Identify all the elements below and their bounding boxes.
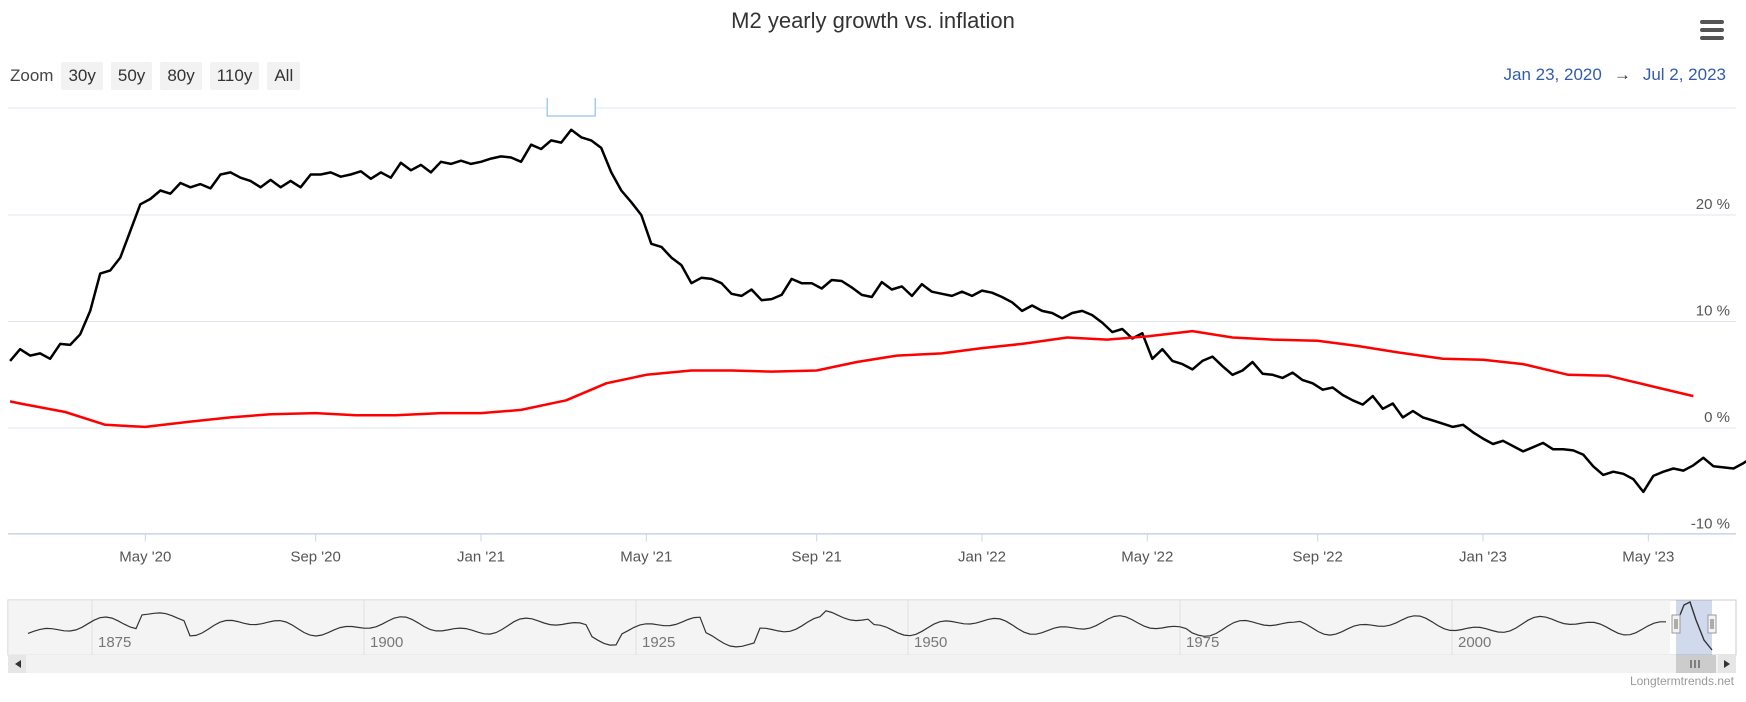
navigator-right-handle[interactable]: [1707, 614, 1717, 634]
zoom-label: Zoom: [10, 66, 54, 85]
menu-line: [1700, 36, 1724, 40]
zoom-50y-button[interactable]: 50y: [110, 62, 153, 90]
x-tick-label: Jan '22: [958, 549, 1006, 566]
zoom-bar: Zoom 30y 50y 80y 110y All: [10, 62, 308, 90]
chevron-left-icon: [15, 660, 21, 668]
y-axis: 20 % 10 % 0 % -10 %: [1691, 196, 1730, 533]
range-from-date[interactable]: Jan 23, 2020: [1503, 65, 1602, 84]
x-tick-label: Sep '22: [1292, 549, 1342, 566]
m2-growth-line[interactable]: [9, 128, 1746, 494]
navigator-series-line: [27, 610, 1666, 648]
navigator-year-label: 1950: [914, 634, 947, 651]
scrollbar-thumb[interactable]: [1676, 655, 1716, 673]
x-tick-label: Jan '21: [457, 549, 505, 566]
navigator-year-label: 1900: [370, 634, 403, 651]
x-tick-label: Sep '20: [290, 549, 340, 566]
inflation-line[interactable]: [9, 329, 1694, 429]
zoom-30y-button[interactable]: 30y: [61, 62, 103, 90]
plot-series: [9, 98, 1746, 494]
peak-flag-marker[interactable]: [546, 98, 596, 117]
range-to-date[interactable]: Jul 2, 2023: [1642, 65, 1726, 84]
grid-lines: [8, 107, 1736, 535]
navigator-year-label: 1875: [98, 634, 131, 651]
zoom-80y-button[interactable]: 80y: [160, 62, 202, 90]
navigator[interactable]: 1875 1900 1925 1950 1975 2000: [7, 599, 1737, 673]
navigator-year-label: 1925: [642, 634, 675, 651]
navigator-selected-series: [1675, 601, 1713, 651]
credits-link[interactable]: Longtermtrends.net: [1629, 674, 1734, 688]
menu-line: [1700, 20, 1724, 24]
x-tick-label: May '20: [119, 549, 171, 566]
x-tick-label: Sep '21: [791, 549, 841, 566]
scrollbar-grip-icon: [1690, 660, 1700, 668]
x-tick-label: May '21: [620, 549, 672, 566]
x-tick-label: May '22: [1121, 549, 1173, 566]
navigator-left-handle[interactable]: [1671, 614, 1681, 634]
navigator-year-label: 2000: [1458, 634, 1491, 651]
y-tick-label: 0 %: [1704, 409, 1730, 426]
chevron-right-icon: [1724, 660, 1730, 668]
x-axis: May '20 Sep '20 Jan '21 May '21 Sep '21 Jan '…: [8, 533, 1736, 566]
date-range: Jan 23, 2020 → Jul 2, 2023: [1504, 65, 1727, 85]
range-arrow-icon: →: [1613, 65, 1631, 84]
scrollbar-track[interactable]: [8, 655, 1736, 673]
chart-title: M2 yearly growth vs. inflation: [731, 8, 1015, 33]
x-tick-label: Jan '23: [1459, 549, 1507, 566]
navigator-selected-range[interactable]: [1676, 600, 1712, 655]
y-tick-label: 20 %: [1696, 196, 1730, 213]
y-tick-label: 10 %: [1696, 303, 1730, 320]
navigator-unselected-mask: [8, 600, 1670, 655]
navigator-year-label: 1975: [1186, 634, 1219, 651]
x-tick-label: May '23: [1622, 549, 1674, 566]
zoom-all-button[interactable]: All: [267, 62, 301, 90]
hamburger-menu-icon[interactable]: [1700, 20, 1724, 42]
y-tick-label: -10 %: [1691, 516, 1730, 533]
menu-line: [1700, 28, 1724, 32]
zoom-110y-button[interactable]: 110y: [209, 62, 260, 90]
